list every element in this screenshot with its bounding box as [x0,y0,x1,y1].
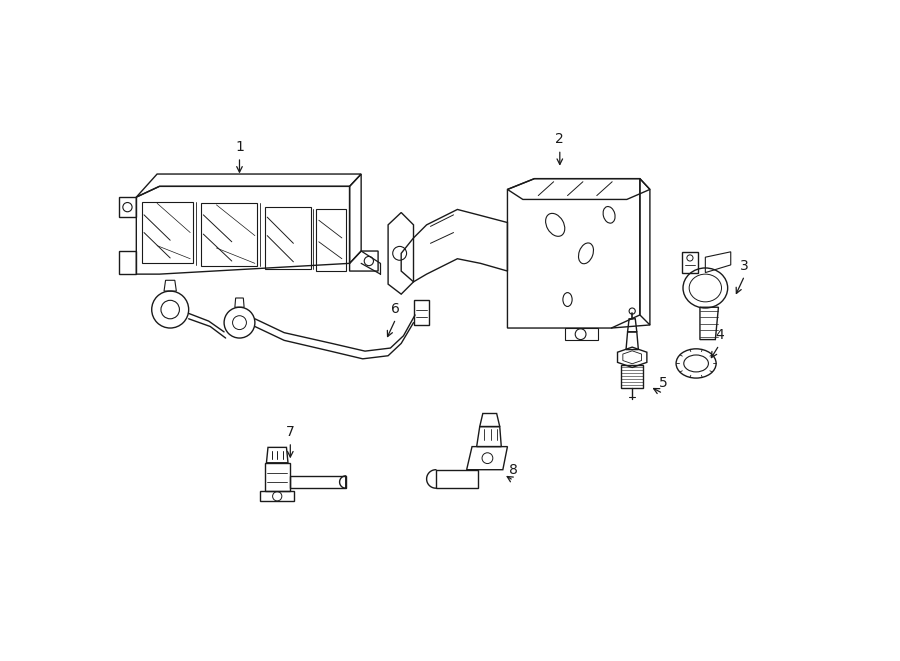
Text: 7: 7 [286,425,294,439]
Text: 1: 1 [235,140,244,154]
Text: 4: 4 [715,328,724,342]
Text: 3: 3 [740,258,749,272]
Text: 6: 6 [392,301,400,316]
Text: 5: 5 [659,376,668,391]
Text: 8: 8 [509,463,518,477]
Text: 2: 2 [555,132,564,146]
